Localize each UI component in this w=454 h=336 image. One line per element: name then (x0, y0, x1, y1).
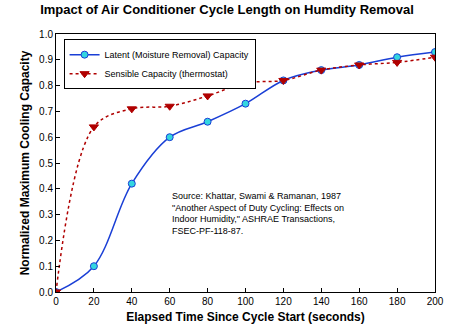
svg-text:0.9: 0.9 (39, 54, 53, 65)
svg-text:Impact of Air Conditioner Cycl: Impact of Air Conditioner Cycle Length o… (40, 2, 414, 17)
svg-text:0.7: 0.7 (39, 106, 53, 117)
svg-text:100: 100 (237, 296, 254, 307)
svg-text:1.0: 1.0 (39, 29, 53, 40)
svg-text:0.8: 0.8 (39, 80, 53, 91)
svg-text:Latent (Moisture Removal) Capa: Latent (Moisture Removal) Capacity (105, 50, 249, 60)
svg-text:80: 80 (202, 296, 214, 307)
svg-text:Normalized Maximum Cooling Cap: Normalized Maximum Cooling Capacity (18, 50, 32, 275)
svg-text:40: 40 (126, 296, 138, 307)
svg-text:120: 120 (275, 296, 292, 307)
svg-text:0.2: 0.2 (39, 235, 53, 246)
svg-text:0.1: 0.1 (39, 261, 53, 272)
svg-text:140: 140 (313, 296, 330, 307)
svg-text:60: 60 (164, 296, 176, 307)
svg-text:Elapsed Time Since Cycle Start: Elapsed Time Since Cycle Start (seconds) (126, 310, 365, 324)
svg-text:180: 180 (389, 296, 406, 307)
svg-text:0.6: 0.6 (39, 132, 53, 143)
svg-text:Sensible Capacity (thermostat): Sensible Capacity (thermostat) (105, 69, 228, 79)
svg-text:160: 160 (351, 296, 368, 307)
svg-text:20: 20 (88, 296, 100, 307)
svg-text:0.0: 0.0 (39, 287, 53, 298)
svg-text:0.3: 0.3 (39, 209, 53, 220)
svg-text:Source: Khattar, Swami & Raman: Source: Khattar, Swami & Ramanan, 1987"A… (172, 191, 344, 236)
svg-text:0: 0 (53, 296, 59, 307)
svg-text:200: 200 (427, 296, 444, 307)
svg-text:0.4: 0.4 (39, 183, 53, 194)
svg-text:0.5: 0.5 (39, 158, 53, 169)
